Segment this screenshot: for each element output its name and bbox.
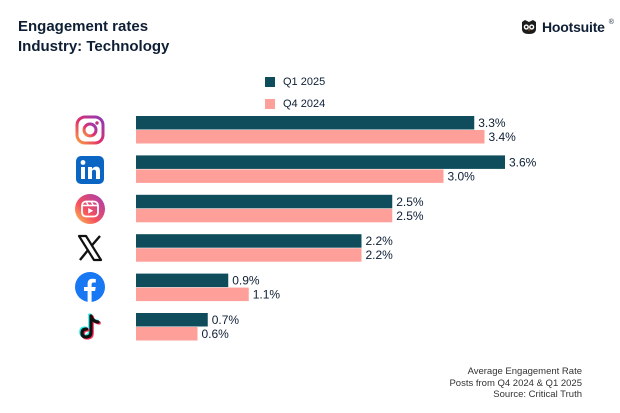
data-label-tiktok-q4-2024: 0.6% bbox=[202, 327, 230, 341]
legend-label-q1-2025: Q1 2025 bbox=[283, 76, 326, 88]
data-label-x-q4-2024: 2.2% bbox=[366, 248, 394, 262]
legend-item-q1-2025: Q1 2025 bbox=[265, 74, 325, 90]
x-icon bbox=[77, 234, 103, 262]
data-label-linkedin-q4-2024: 3.0% bbox=[448, 169, 476, 183]
data-label-instagram-reels-q4-2024: 2.5% bbox=[396, 209, 424, 223]
legend-swatch-q4-2024 bbox=[265, 99, 275, 109]
facebook-icon bbox=[75, 272, 105, 302]
footer-line-2: Posts from Q4 2024 & Q1 2025 bbox=[449, 377, 582, 389]
bar-instagram-reels-q1-2025 bbox=[136, 194, 393, 209]
footer-line-3: Source: Critical Truth bbox=[493, 389, 582, 400]
data-label-x-q1-2025: 2.2% bbox=[366, 234, 394, 248]
bar-instagram-reels-q4-2024 bbox=[136, 208, 393, 223]
legend-swatch-q1-2025 bbox=[265, 77, 275, 87]
footer-line-1: Average Engagement Rate bbox=[467, 366, 582, 377]
data-label-facebook-q4-2024: 1.1% bbox=[253, 288, 281, 302]
bar-facebook-q4-2024 bbox=[136, 287, 249, 302]
bar-tiktok-q1-2025 bbox=[136, 313, 208, 327]
bar-instagram-q4-2024 bbox=[136, 130, 485, 144]
data-label-instagram-q4-2024: 3.4% bbox=[489, 130, 517, 144]
bar-tiktok-q4-2024 bbox=[136, 327, 198, 341]
brand-name: Hootsuite bbox=[542, 19, 605, 35]
owl-icon bbox=[522, 20, 536, 34]
bar-x-q4-2024 bbox=[136, 248, 362, 262]
data-label-instagram-reels-q1-2025: 2.5% bbox=[396, 195, 424, 209]
brand-logo: Hootsuite ® bbox=[520, 19, 614, 35]
bar-linkedin-q4-2024 bbox=[136, 169, 444, 183]
legend-label-q4-2024: Q4 2024 bbox=[283, 98, 326, 110]
brand-registered-mark: ® bbox=[608, 19, 614, 26]
chart-title: Engagement rates bbox=[18, 18, 149, 35]
legend-item-q4-2024: Q4 2024 bbox=[265, 96, 325, 112]
instagram-reels-icon bbox=[75, 194, 105, 224]
chart-source-note: Average Engagement Rate Posts from Q4 20… bbox=[449, 366, 582, 401]
data-label-instagram-q1-2025: 3.3% bbox=[478, 116, 506, 130]
bar-instagram-q1-2025 bbox=[136, 116, 475, 130]
legend: Q1 2025 Q4 2024 bbox=[265, 74, 325, 118]
tiktok-icon bbox=[79, 313, 101, 340]
bar-linkedin-q1-2025 bbox=[136, 155, 505, 169]
data-label-linkedin-q1-2025: 3.6% bbox=[509, 155, 537, 169]
instagram-icon bbox=[75, 115, 105, 145]
linkedin-icon bbox=[76, 156, 104, 184]
bar-facebook-q1-2025 bbox=[136, 273, 229, 288]
data-label-tiktok-q1-2025: 0.7% bbox=[212, 313, 240, 327]
bar-x-q1-2025 bbox=[136, 234, 362, 248]
data-label-facebook-q1-2025: 0.9% bbox=[232, 274, 260, 288]
chart-subtitle: Industry: Technology bbox=[18, 38, 170, 55]
